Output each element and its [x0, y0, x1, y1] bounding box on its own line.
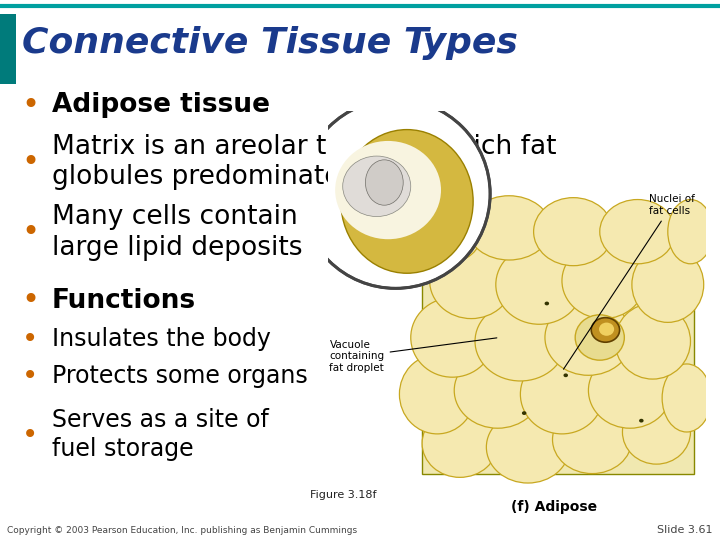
- Ellipse shape: [487, 411, 570, 483]
- Ellipse shape: [496, 245, 582, 324]
- Text: Copyright © 2003 Pearson Education, Inc. publishing as Benjamin Cummings: Copyright © 2003 Pearson Education, Inc.…: [7, 526, 357, 535]
- Ellipse shape: [591, 318, 620, 342]
- Text: •: •: [22, 286, 40, 315]
- Ellipse shape: [400, 354, 475, 434]
- Text: Connective Tissue Types: Connective Tissue Types: [22, 26, 518, 60]
- Text: Figure 3.18f: Figure 3.18f: [310, 490, 376, 500]
- Ellipse shape: [662, 364, 711, 432]
- Text: Many cells contain
large lipid deposits: Many cells contain large lipid deposits: [52, 204, 302, 261]
- Text: Matrix is an areolar tissue in which fat
globules predominate: Matrix is an areolar tissue in which fat…: [52, 133, 557, 191]
- Ellipse shape: [534, 198, 613, 266]
- Ellipse shape: [544, 301, 549, 306]
- Text: Serves as a site of
fuel storage: Serves as a site of fuel storage: [52, 408, 269, 461]
- Ellipse shape: [366, 160, 403, 205]
- Text: (f) Adipose: (f) Adipose: [511, 500, 598, 514]
- Ellipse shape: [336, 141, 441, 239]
- Ellipse shape: [475, 301, 566, 381]
- Ellipse shape: [615, 303, 690, 379]
- Ellipse shape: [599, 322, 614, 336]
- Ellipse shape: [623, 400, 690, 464]
- Text: •: •: [22, 91, 40, 120]
- Ellipse shape: [600, 200, 675, 264]
- Text: •: •: [22, 147, 40, 177]
- Ellipse shape: [467, 195, 551, 260]
- Ellipse shape: [411, 298, 494, 377]
- Text: Insulates the body: Insulates the body: [52, 327, 271, 350]
- Ellipse shape: [639, 419, 644, 422]
- Ellipse shape: [454, 353, 541, 428]
- Text: •: •: [22, 325, 38, 353]
- Ellipse shape: [422, 409, 498, 477]
- Ellipse shape: [668, 200, 713, 264]
- Ellipse shape: [430, 243, 513, 319]
- Ellipse shape: [562, 243, 645, 319]
- FancyBboxPatch shape: [422, 228, 694, 474]
- Text: Vacuole
containing
fat droplet: Vacuole containing fat droplet: [330, 338, 497, 373]
- Ellipse shape: [552, 406, 632, 474]
- Ellipse shape: [575, 315, 624, 360]
- Text: Functions: Functions: [52, 288, 196, 314]
- Ellipse shape: [407, 200, 482, 264]
- Ellipse shape: [588, 353, 672, 428]
- Ellipse shape: [632, 247, 703, 322]
- Text: •: •: [22, 421, 38, 449]
- Ellipse shape: [341, 130, 473, 273]
- Ellipse shape: [522, 411, 526, 415]
- Text: •: •: [22, 218, 40, 247]
- Ellipse shape: [545, 300, 632, 375]
- FancyBboxPatch shape: [0, 14, 16, 84]
- Text: Protects some organs: Protects some organs: [52, 364, 307, 388]
- Ellipse shape: [521, 354, 603, 434]
- Ellipse shape: [343, 156, 410, 217]
- Text: •: •: [22, 362, 38, 390]
- Text: Nuclei of
fat cells: Nuclei of fat cells: [564, 194, 695, 369]
- Text: Slide 3.61: Slide 3.61: [657, 525, 713, 535]
- Text: Adipose tissue: Adipose tissue: [52, 92, 270, 118]
- Circle shape: [301, 99, 490, 288]
- Ellipse shape: [564, 374, 568, 377]
